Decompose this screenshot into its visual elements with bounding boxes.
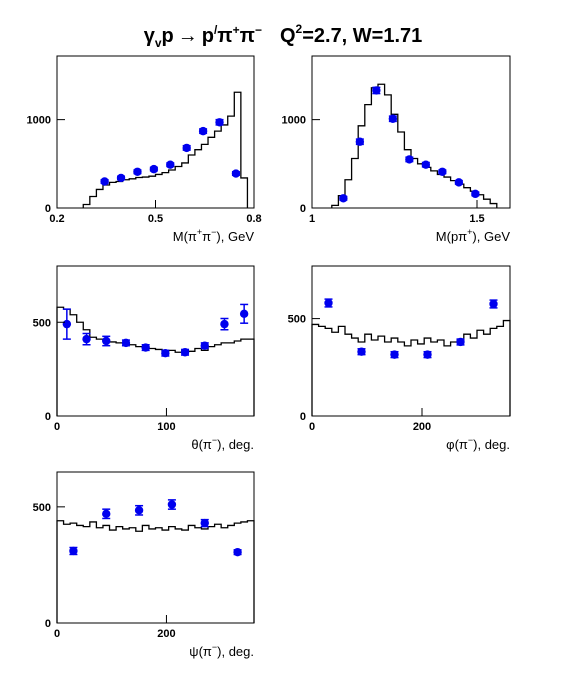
data-point — [134, 506, 144, 515]
data-point — [421, 160, 431, 169]
data-point — [390, 350, 399, 359]
data-point — [357, 347, 366, 356]
data-point — [198, 126, 208, 136]
y-tick-label: 0 — [45, 411, 51, 423]
data-point — [102, 509, 111, 519]
data-point — [489, 299, 498, 309]
data-point — [372, 86, 381, 95]
plot-frame — [56, 471, 255, 624]
data-point — [388, 114, 398, 123]
data-point — [62, 319, 72, 329]
data-point — [215, 118, 224, 127]
y-tick-label: 500 — [33, 502, 51, 514]
y-tick-label: 0 — [300, 411, 306, 423]
histogram-line — [331, 83, 498, 208]
data-point — [149, 164, 159, 174]
x-axis-label: M(π+π−), GeV — [173, 227, 255, 244]
data-point — [471, 189, 480, 199]
data-point — [141, 343, 150, 352]
x-tick-label: 200 — [413, 421, 431, 433]
panel-4: 0 200 0 500 φ(π−), deg. — [288, 265, 511, 452]
data-point — [121, 338, 131, 348]
data-point — [167, 500, 177, 509]
data-point — [239, 309, 249, 319]
x-tick-label: 0 — [54, 628, 60, 640]
plot-frame — [311, 55, 511, 209]
data-point — [180, 348, 190, 357]
x-axis-label: φ(π−), deg. — [446, 435, 510, 452]
data-point — [116, 173, 126, 183]
data-point — [182, 143, 191, 153]
y-tick-label: 0 — [45, 203, 51, 215]
data-point — [161, 348, 170, 358]
x-tick-label: 1 — [309, 213, 315, 225]
x-tick-label: 100 — [157, 421, 175, 433]
x-tick-label: 1.5 — [469, 213, 484, 225]
data-point — [220, 319, 229, 329]
data-point — [405, 155, 414, 164]
plot-frame — [56, 55, 255, 209]
data-point — [438, 167, 447, 176]
y-tick-label: 1000 — [282, 115, 306, 127]
data-point — [423, 350, 432, 359]
data-point — [102, 336, 111, 346]
data-point — [166, 160, 175, 169]
x-tick-label: 0.5 — [148, 213, 163, 225]
panel-1: 0.2 0.5 0.8 0 1000 M(π+π−), GeV — [27, 55, 262, 244]
histogram-line — [56, 520, 255, 623]
x-tick-label: 200 — [157, 628, 175, 640]
data-point — [133, 167, 142, 176]
x-tick-label: 0 — [54, 421, 60, 433]
histogram-line — [311, 319, 511, 416]
panel-5: 0 200 0 500 ψ(π−), deg. — [33, 471, 255, 659]
data-point — [231, 169, 241, 178]
data-point — [233, 547, 242, 557]
panel-3: 0 100 0 500 θ(π−), deg. — [33, 265, 255, 452]
panel-2: 1 1.5 0 1000 M(pπ+), GeV — [282, 55, 511, 244]
y-tick-label: 500 — [33, 317, 51, 329]
data-point — [324, 298, 333, 308]
data-point — [100, 177, 109, 186]
chart-title: γvp → p/π+π− Q2=2.7, W=1.71 — [144, 22, 423, 50]
data-point — [339, 194, 348, 203]
data-point — [82, 334, 91, 344]
data-point — [456, 337, 465, 347]
y-tick-label: 0 — [300, 203, 306, 215]
histogram-line — [56, 306, 255, 416]
y-tick-label: 500 — [288, 314, 306, 326]
x-axis-label: θ(π−), deg. — [191, 435, 254, 452]
x-axis-label: M(pπ+), GeV — [436, 227, 511, 244]
data-point — [69, 546, 78, 556]
x-tick-label: 0.8 — [246, 213, 261, 225]
histogram-line — [82, 91, 249, 208]
data-point — [355, 137, 365, 146]
data-point — [454, 178, 464, 187]
x-tick-label: 0.2 — [49, 213, 64, 225]
data-point — [200, 518, 209, 528]
x-axis-label: ψ(π−), deg. — [189, 642, 254, 659]
y-tick-label: 0 — [45, 618, 51, 630]
y-tick-label: 1000 — [27, 115, 51, 127]
data-point — [200, 341, 209, 350]
x-tick-label: 0 — [309, 421, 315, 433]
